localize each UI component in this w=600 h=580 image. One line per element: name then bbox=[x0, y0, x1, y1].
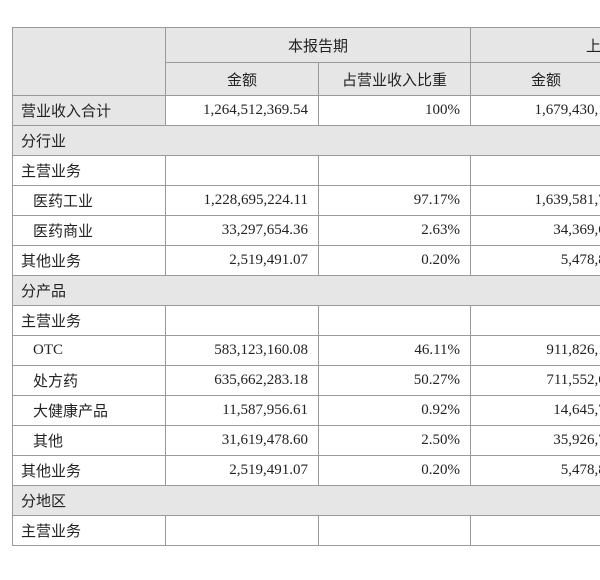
table-body: 本报告期 上 金额 占营业收入比重 金额 营业收入合计 1,264,512,369… bbox=[11, 27, 600, 546]
row-label: 其他业务 bbox=[12, 455, 166, 486]
table-row: 医药工业1,228,695,224.1197.17%1,639,581,705.… bbox=[12, 185, 600, 216]
value-cell: 1,679,430,180.3 bbox=[470, 95, 600, 126]
section-label: 分产品 bbox=[11, 275, 600, 306]
empty-cell bbox=[317, 305, 472, 336]
value-cell: 5,478,859.4 bbox=[470, 245, 600, 276]
value-cell: 911,826,139.8 bbox=[470, 335, 600, 366]
table-row: 主营业务 bbox=[12, 305, 600, 336]
value-cell: 100% bbox=[317, 95, 472, 126]
value-cell: 0.92% bbox=[317, 395, 472, 426]
empty-cell bbox=[317, 515, 472, 546]
empty-cell bbox=[470, 305, 600, 336]
value-cell: 35,926,796.2 bbox=[470, 425, 600, 456]
empty-cell bbox=[317, 155, 472, 186]
prev-period-header: 上 bbox=[470, 27, 600, 63]
row-label: 其他业务 bbox=[12, 245, 166, 276]
row-label: OTC bbox=[12, 335, 166, 366]
value-cell: 0.20% bbox=[317, 455, 472, 486]
value-cell: 635,662,283.18 bbox=[165, 365, 319, 396]
empty-cell bbox=[165, 155, 319, 186]
period-header: 本报告期 bbox=[164, 27, 472, 63]
value-cell: 46.11% bbox=[317, 335, 472, 366]
table-row: 主营业务 bbox=[12, 515, 600, 546]
row-label: 营业收入合计 bbox=[12, 95, 166, 126]
column-header: 占营业收入比重 bbox=[317, 62, 472, 96]
row-label: 医药工业 bbox=[12, 185, 166, 216]
value-cell: 0.20% bbox=[317, 245, 472, 276]
value-cell: 1,228,695,224.11 bbox=[165, 185, 319, 216]
header-row: 本报告期 上 bbox=[12, 27, 600, 96]
revenue-table: 本报告期 上 金额 占营业收入比重 金额 营业收入合计 1,264,512,369… bbox=[11, 27, 600, 546]
value-cell: 711,552,603.4 bbox=[470, 365, 600, 396]
value-cell: 2,519,491.07 bbox=[165, 455, 319, 486]
value-cell: 2.50% bbox=[317, 425, 472, 456]
empty-cell bbox=[470, 515, 600, 546]
row-label: 其他 bbox=[12, 425, 166, 456]
table-row: 主营业务 bbox=[12, 155, 600, 186]
column-header: 金额 bbox=[470, 62, 600, 96]
row-label: 主营业务 bbox=[12, 305, 166, 336]
value-cell: 97.17% bbox=[317, 185, 472, 216]
row-label: 处方药 bbox=[12, 365, 166, 396]
value-cell: 583,123,160.08 bbox=[165, 335, 319, 366]
row-label: 主营业务 bbox=[12, 515, 166, 546]
table-row: 营业收入合计1,264,512,369.54100%1,679,430,180.… bbox=[12, 95, 600, 126]
value-cell: 50.27% bbox=[317, 365, 472, 396]
table-row: 分地区 bbox=[11, 485, 600, 516]
header-row: 金额 占营业收入比重 金额 bbox=[13, 62, 600, 96]
value-cell: 14,645,781.3 bbox=[470, 395, 600, 426]
value-cell: 33,297,654.36 bbox=[165, 215, 319, 246]
value-cell: 31,619,478.60 bbox=[165, 425, 319, 456]
value-cell: 1,639,581,705.2 bbox=[470, 185, 600, 216]
table-row: 分产品 bbox=[11, 275, 600, 306]
value-cell: 11,587,956.61 bbox=[165, 395, 319, 426]
table-row: 分行业 bbox=[11, 125, 600, 156]
section-label: 分行业 bbox=[11, 125, 600, 156]
value-cell: 1,264,512,369.54 bbox=[165, 95, 319, 126]
empty-cell bbox=[470, 155, 600, 186]
row-label: 主营业务 bbox=[12, 155, 166, 186]
row-label: 医药商业 bbox=[12, 215, 166, 246]
empty-cell bbox=[165, 305, 319, 336]
value-cell: 34,369,615.6 bbox=[470, 215, 600, 246]
column-header: 金额 bbox=[165, 62, 319, 96]
value-cell: 2,519,491.07 bbox=[165, 245, 319, 276]
empty-cell bbox=[165, 515, 319, 546]
section-label: 分地区 bbox=[11, 485, 600, 516]
row-label: 大健康产品 bbox=[12, 395, 166, 426]
value-cell: 5,478,859.4 bbox=[470, 455, 600, 486]
header-corner bbox=[12, 27, 166, 96]
value-cell: 2.63% bbox=[317, 215, 472, 246]
